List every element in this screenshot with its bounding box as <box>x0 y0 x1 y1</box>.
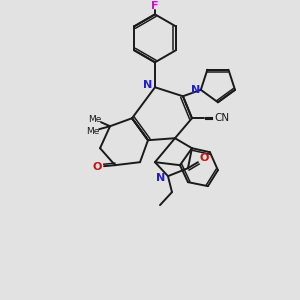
Text: CN: CN <box>214 113 229 123</box>
Text: Me: Me <box>88 115 102 124</box>
Text: F: F <box>151 2 159 11</box>
Text: N: N <box>143 80 153 90</box>
Text: O: O <box>92 162 102 172</box>
Text: Me: Me <box>86 127 100 136</box>
Text: O: O <box>199 153 208 163</box>
Text: N: N <box>191 85 200 95</box>
Text: N: N <box>156 173 166 183</box>
